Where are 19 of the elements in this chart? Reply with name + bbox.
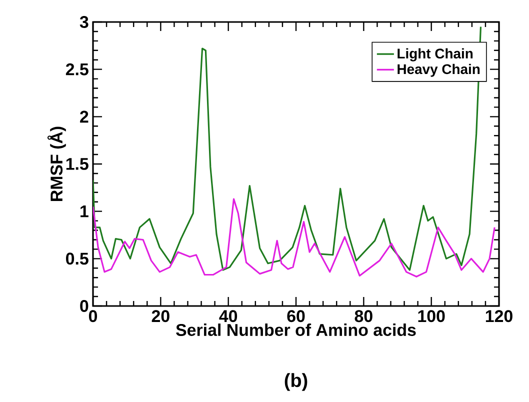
text: (b) [284,373,308,391]
y-tick-label: 2.5 [66,63,88,76]
y-tick-label: 2 [80,110,88,123]
legend-label: Light Chain [398,48,473,62]
y-tick-label: 0.5 [66,252,88,265]
y-tick-label: 1 [80,206,88,218]
y-axis-title: RMSF (Å) [47,126,66,201]
x-tick-label: 80 [354,310,372,322]
x-tick-label: 120 [486,310,512,322]
x-tick-label: 20 [152,310,170,322]
x-axis-title: Serial Number of Amino acids [176,324,416,336]
x-tick-label: 60 [287,310,305,322]
x-tick-label: 100 [418,310,445,322]
y-tick-label: 3 [80,16,88,28]
legend-label: Heavy Chain [398,64,480,77]
x-tick-label: 40 [219,310,238,322]
x-tick-label: 0 [88,310,98,322]
y-tick-label: 1.5 [66,158,88,170]
y-tick-label: 0 [80,300,88,312]
